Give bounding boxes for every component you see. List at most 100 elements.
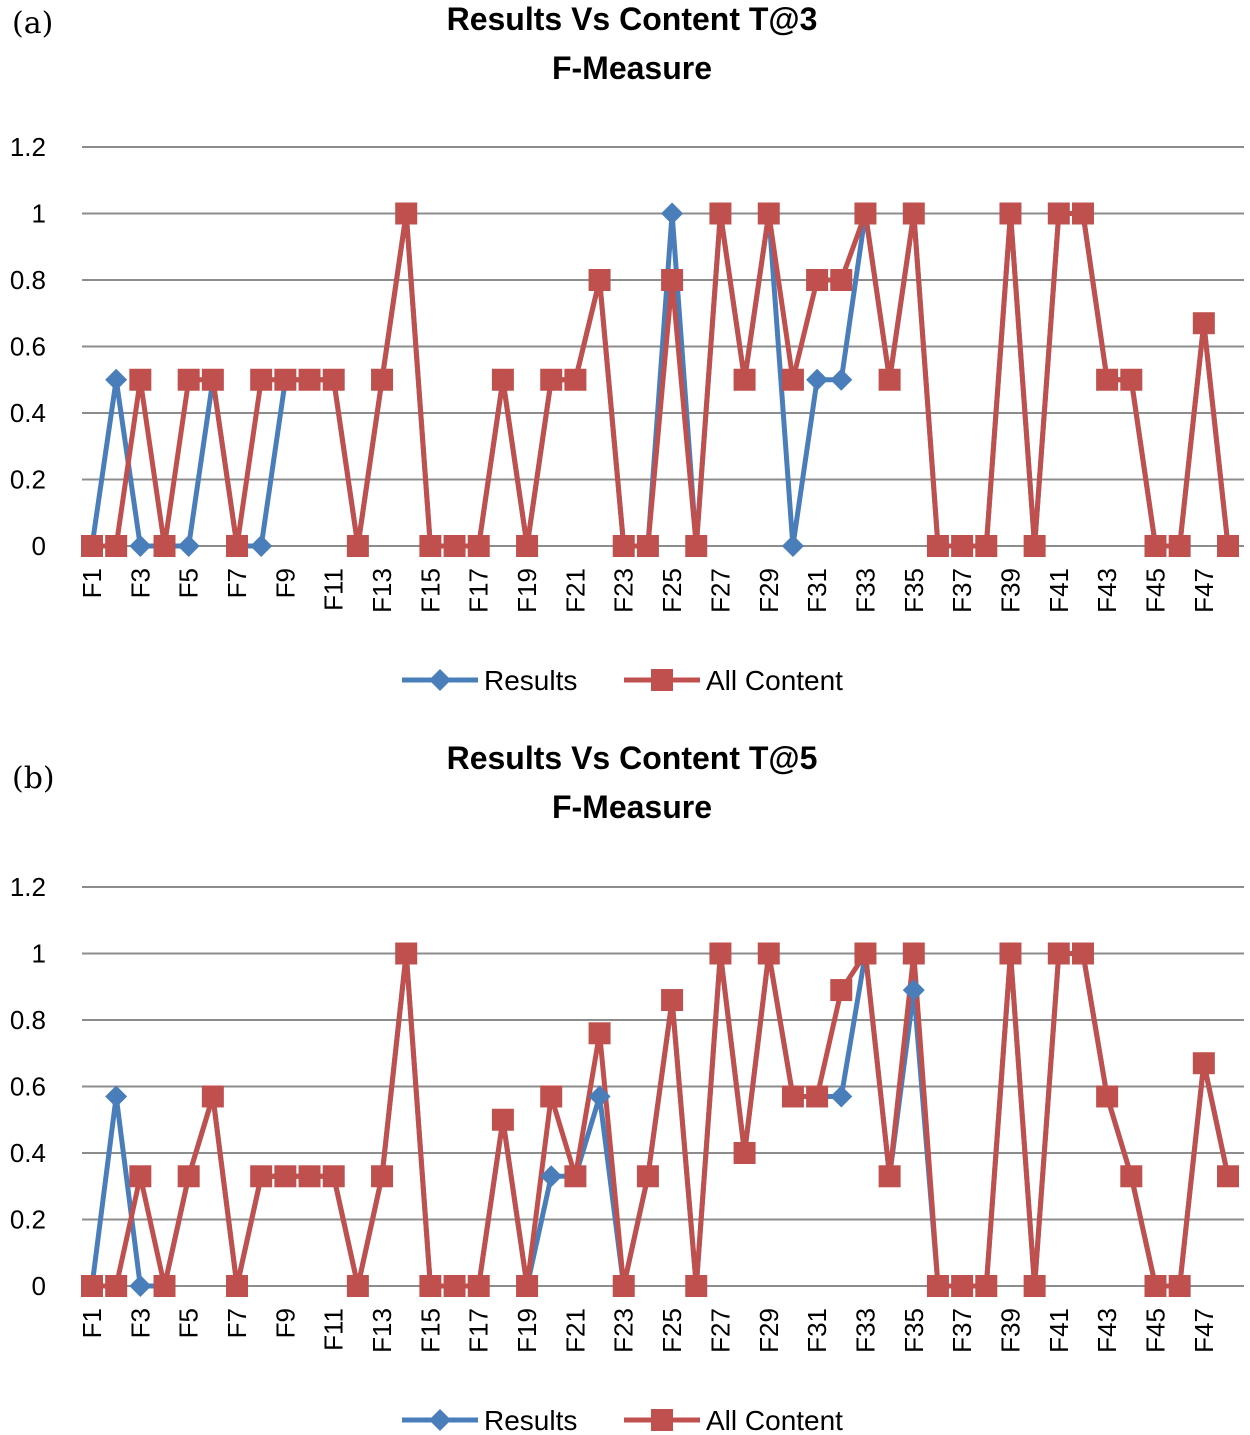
x-tick-label: F43 (1092, 568, 1122, 613)
data-point (878, 368, 901, 391)
data-point (105, 1085, 128, 1108)
x-tick-label: F1 (77, 568, 107, 598)
x-tick-label: F37 (947, 1308, 977, 1353)
x-tick-label: F7 (222, 1308, 252, 1338)
data-point (951, 535, 974, 557)
y-tick-label: 0.8 (10, 1005, 46, 1035)
data-point (1168, 535, 1191, 557)
data-point (346, 535, 369, 557)
data-point (346, 1275, 369, 1297)
data-point (854, 942, 877, 965)
data-point (781, 368, 804, 391)
data-point (636, 1165, 659, 1188)
data-point (298, 368, 321, 391)
chart-title: Results Vs Content T@3 (447, 1, 818, 37)
data-point (854, 202, 877, 225)
data-point (1168, 1275, 1191, 1297)
x-tick-label: F13 (367, 568, 397, 613)
data-point (951, 1275, 974, 1297)
data-point (540, 1085, 563, 1108)
data-point (830, 269, 853, 291)
data-point (516, 1275, 539, 1297)
legend-label: Results (484, 665, 577, 696)
data-point (81, 1275, 103, 1297)
data-point (1216, 535, 1239, 557)
x-tick-label: F37 (947, 568, 977, 613)
chart-subtitle: F-Measure (552, 789, 712, 825)
x-tick-label: F47 (1189, 568, 1219, 613)
x-tick-label: F13 (367, 1308, 397, 1353)
x-tick-label: F19 (512, 568, 542, 613)
data-point (443, 535, 466, 557)
x-tick-label: F35 (899, 1308, 929, 1353)
data-point (564, 1165, 587, 1188)
y-tick-label: 1.2 (10, 872, 46, 902)
data-point (226, 1275, 249, 1297)
data-point (1023, 1275, 1046, 1297)
data-point (371, 368, 394, 391)
data-point (540, 1165, 563, 1188)
data-point (250, 535, 273, 557)
panel-label: (a) (12, 6, 53, 41)
data-point (105, 535, 128, 557)
data-point (975, 535, 998, 557)
data-point (1144, 1275, 1167, 1297)
x-tick-label: F41 (1044, 1308, 1074, 1353)
data-point (81, 535, 103, 557)
data-point (1023, 535, 1046, 557)
data-point (516, 535, 539, 557)
x-tick-label: F15 (415, 568, 445, 613)
data-point (371, 1165, 394, 1188)
y-tick-label: 0 (32, 531, 46, 561)
chart-panel-a: (a) Results Vs Content T@3 F-Measure 1.2 1 0.… (0, 0, 1250, 715)
data-point (153, 535, 176, 557)
x-tick-label: F43 (1092, 1308, 1122, 1353)
data-point (1071, 202, 1094, 225)
y-tick-label: 0.4 (10, 398, 46, 428)
data-point (806, 368, 829, 391)
data-point (733, 1142, 756, 1164)
x-tick-label: F27 (705, 568, 735, 613)
data-point (733, 368, 756, 391)
y-tick-label: 0.2 (10, 1205, 46, 1235)
data-point (298, 1165, 321, 1188)
data-point (588, 1085, 611, 1108)
data-point (661, 269, 684, 291)
data-point (467, 535, 490, 557)
data-point (129, 368, 152, 391)
y-tick-label: 0.2 (10, 465, 46, 495)
x-tick-label: F33 (850, 1308, 880, 1353)
legend-label: All Content (706, 1405, 843, 1435)
panel-label: (b) (12, 761, 55, 796)
x-tick-label: F25 (657, 568, 687, 613)
data-point (564, 368, 587, 391)
data-point (419, 1275, 442, 1297)
data-point (395, 942, 418, 965)
x-tick-label: F3 (125, 568, 155, 598)
x-tick-label: F11 (319, 568, 349, 611)
data-point (491, 1108, 514, 1131)
data-point (226, 535, 249, 557)
x-tick-label: F3 (125, 1308, 155, 1338)
x-tick-label: F17 (464, 1308, 494, 1353)
chart-a-svg: (a) Results Vs Content T@3 F-Measure 1.2 1 0.… (10, 1, 1244, 696)
data-point (322, 1165, 345, 1188)
data-point (902, 942, 925, 965)
x-tick-label: F23 (609, 568, 639, 613)
x-tick-label: F11 (319, 1308, 349, 1351)
chart-b-svg: (b) Results Vs Content T@5 F-Measure 1.2 1 0.… (10, 740, 1244, 1435)
data-point (467, 1275, 490, 1297)
data-point (1096, 368, 1119, 391)
x-tick-label: F23 (609, 1308, 639, 1353)
data-point (443, 1275, 466, 1297)
series-line (92, 951, 1231, 1289)
data-point (1096, 1085, 1119, 1108)
legend-label: All Content (706, 665, 843, 696)
data-point (926, 1275, 949, 1297)
x-tick-label: F5 (174, 568, 204, 598)
x-tick-label: F21 (560, 1308, 590, 1353)
data-point (419, 535, 442, 557)
data-point (757, 202, 780, 225)
data-point (830, 979, 853, 1002)
x-tick-label: F47 (1189, 1308, 1219, 1353)
